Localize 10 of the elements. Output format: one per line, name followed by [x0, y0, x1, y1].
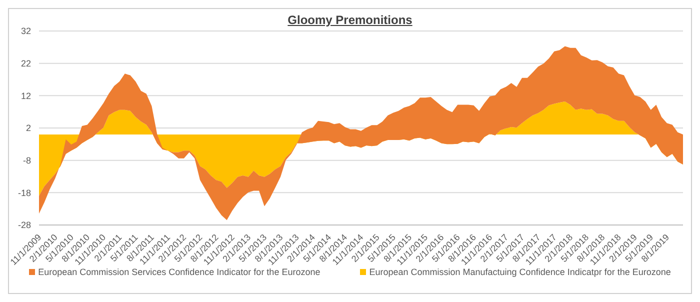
- legend-label: European Commission Manufactuing Confidence Indicatpr for the Eurozone: [369, 267, 671, 277]
- y-tick-label: 22: [20, 58, 31, 69]
- legend-label: European Commission Services Confidence Indicator for the Eurozone: [38, 267, 320, 277]
- y-tick-label: 2: [26, 123, 31, 134]
- y-tick-label: -8: [22, 156, 31, 166]
- y-tick-label: -28: [18, 220, 31, 230]
- y-tick-label: 32: [20, 26, 31, 36]
- chart-title: Gloomy Premonitions: [286, 12, 414, 27]
- y-tick-label: 12: [20, 90, 31, 101]
- y-tick-label: -18: [18, 188, 31, 198]
